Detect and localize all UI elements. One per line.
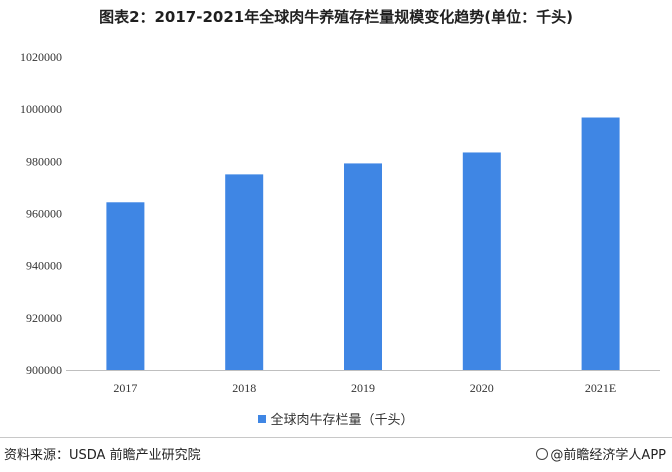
legend-label: 全球肉牛存栏量（千头）: [270, 413, 414, 428]
bar-2018: [225, 174, 264, 370]
source-note: 资料来源：USDA 前瞻产业研究院: [4, 448, 201, 463]
chart-title: 图表2：2017-2021年全球肉牛养殖存栏量规模变化趋势(单位：千头): [99, 8, 573, 26]
y-tick-label: 960000: [26, 207, 62, 221]
y-tick-label: 1000000: [20, 102, 62, 116]
x-tick-label: 2019: [351, 381, 375, 395]
x-tick-label: 2017: [113, 381, 137, 395]
x-tick-label: 2020: [470, 381, 494, 395]
y-tick-label: 980000: [26, 154, 62, 168]
x-axis: 2017 2018 2019 2020 2021E: [113, 381, 616, 395]
brand-logo-icon: [536, 448, 549, 460]
bar-2019: [344, 163, 382, 370]
footer-divider: [0, 437, 672, 438]
x-tick-label: 2021E: [585, 381, 616, 395]
x-tick-label: 2018: [232, 381, 256, 395]
brand-label: @前瞻经济学人APP: [550, 448, 666, 463]
y-tick-label: 1020000: [20, 50, 62, 64]
y-tick-label: 900000: [26, 363, 62, 377]
y-tick-label: 920000: [26, 311, 62, 325]
bar-2017: [106, 202, 145, 370]
bar-2020: [462, 152, 501, 370]
bar-2021E: [581, 117, 620, 370]
y-axis: 900000 920000 940000 960000 980000 1000000 102…: [20, 50, 62, 377]
legend: 全球肉牛存栏量（千头）: [0, 409, 672, 428]
brand-credit: @前瞻经济学人APP: [536, 444, 666, 463]
legend-swatch: [258, 415, 267, 423]
y-tick-label: 940000: [26, 259, 62, 273]
bar-series: [106, 117, 620, 370]
